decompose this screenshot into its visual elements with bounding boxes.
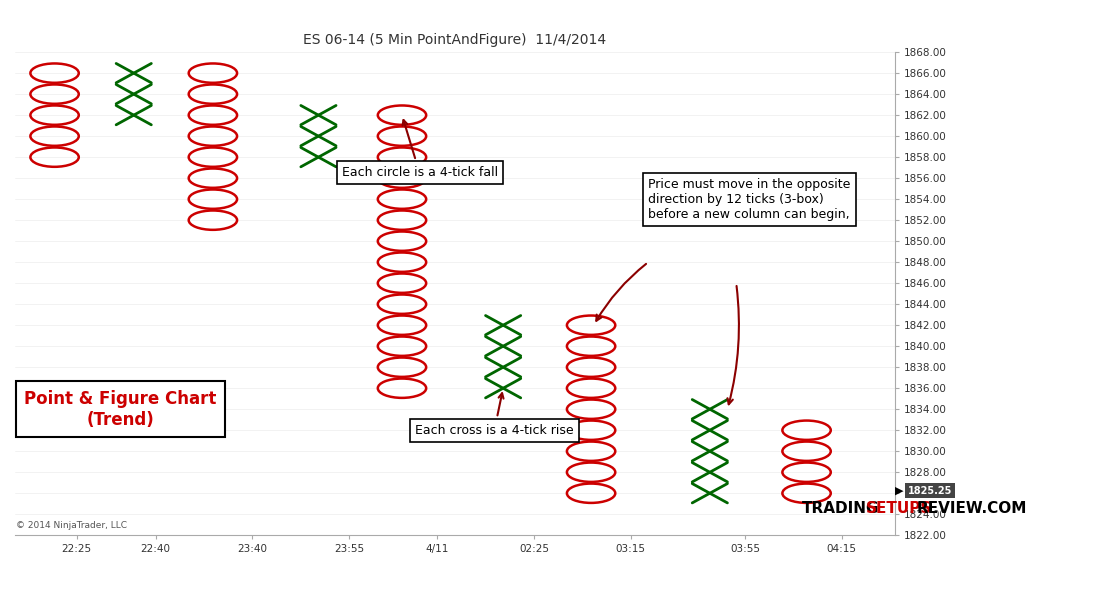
Text: REVIEW.COM: REVIEW.COM (916, 502, 1027, 517)
Text: SETUPS: SETUPS (866, 502, 932, 517)
Text: ▶: ▶ (895, 486, 903, 496)
Title: ES 06-14 (5 Min PointAndFigure)  11/4/2014: ES 06-14 (5 Min PointAndFigure) 11/4/201… (304, 33, 606, 47)
Text: TRADING: TRADING (802, 502, 879, 517)
Text: Each cross is a 4-tick rise: Each cross is a 4-tick rise (416, 393, 573, 436)
Text: © 2014 NinjaTrader, LLC: © 2014 NinjaTrader, LLC (16, 521, 127, 530)
Text: 1825.25: 1825.25 (907, 486, 952, 496)
Text: Point & Figure Chart
(Trend): Point & Figure Chart (Trend) (25, 390, 217, 429)
Text: Each circle is a 4-tick fall: Each circle is a 4-tick fall (342, 120, 497, 180)
Text: Price must move in the opposite
direction by 12 ticks (3-box)
before a new colum: Price must move in the opposite directio… (648, 178, 850, 221)
